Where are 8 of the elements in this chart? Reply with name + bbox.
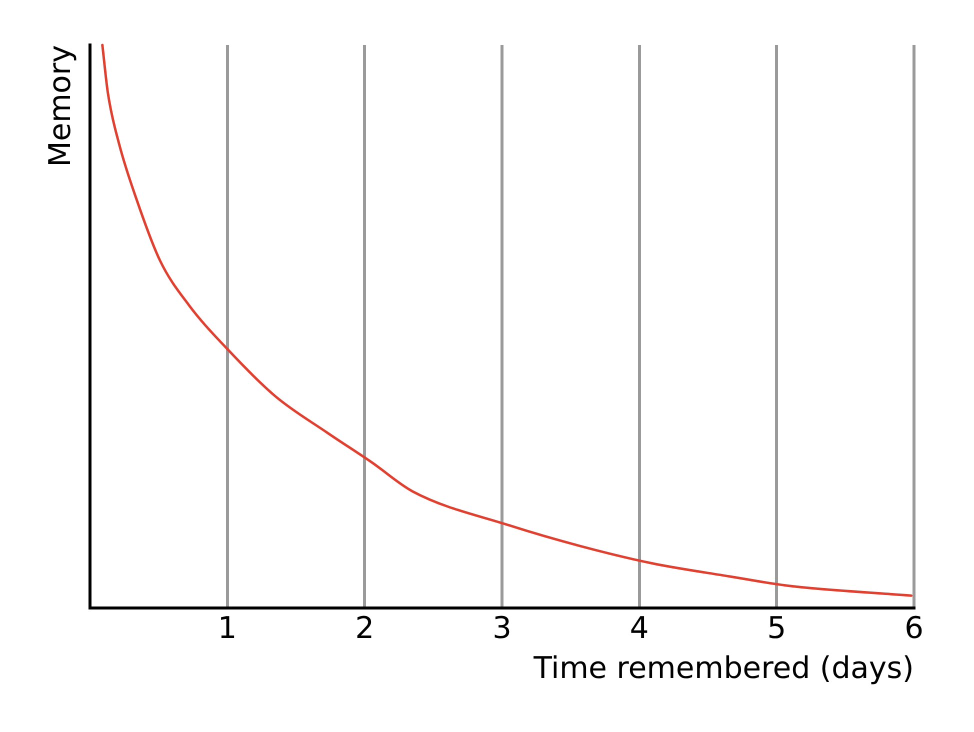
x-tick-label: 3 [492, 610, 512, 646]
x-tick-label: 6 [904, 610, 924, 646]
x-tick-label: 1 [218, 610, 237, 646]
x-tick-label: 5 [767, 610, 786, 646]
x-tick-label: 2 [355, 610, 374, 646]
x-axis-title: Time remembered (days) [532, 650, 914, 686]
x-tick-label: 4 [630, 610, 649, 646]
y-axis-title: Memory [42, 45, 78, 168]
